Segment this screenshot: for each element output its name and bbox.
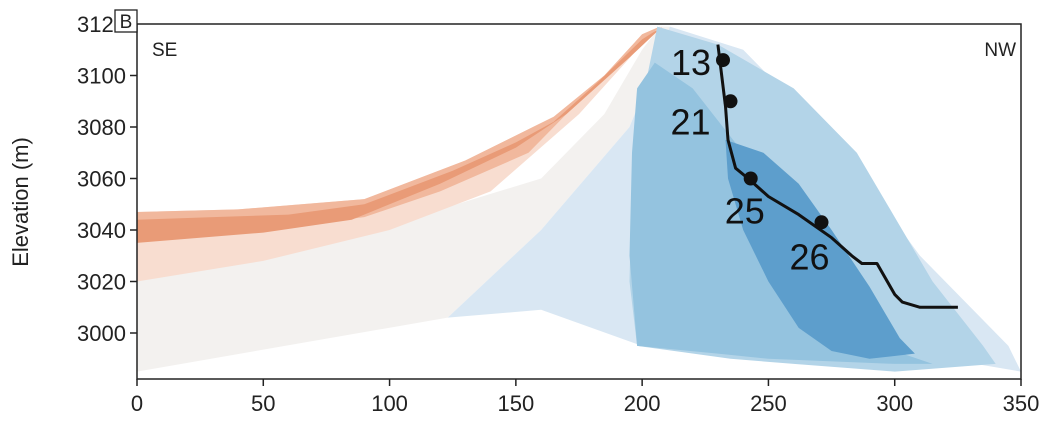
region-mid-blue <box>629 62 971 364</box>
sample-point-25 <box>743 171 758 186</box>
sample-point-label-25: 25 <box>725 191 765 232</box>
y-tick-label: 3020 <box>77 270 126 295</box>
region-very-light-grey <box>137 26 670 372</box>
cross-section-regions <box>137 26 1021 372</box>
x-tick-label: 350 <box>1003 391 1040 416</box>
y-tick-label: 3000 <box>77 321 126 346</box>
x-tick-label: 50 <box>251 391 275 416</box>
plot-frame <box>136 23 1022 380</box>
y-tick-label: 3060 <box>77 167 126 192</box>
corner-label-nw: NW <box>984 40 1016 61</box>
sample-point-21 <box>723 94 738 109</box>
x-axis: 0 50 100 150 200 250 300 350 <box>131 379 1039 416</box>
y-tick-label: 3080 <box>77 115 126 140</box>
x-tick-label: 0 <box>131 391 143 416</box>
x-tick-label: 100 <box>371 391 408 416</box>
x-tick-label: 250 <box>750 391 787 416</box>
corner-label-se: SE <box>152 40 177 61</box>
x-tick-label: 300 <box>876 391 913 416</box>
x-tick-label: 200 <box>624 391 661 416</box>
region-dark-blue <box>725 139 915 359</box>
sample-point-13 <box>716 53 730 68</box>
panel-label: B <box>120 12 133 33</box>
y-axis-title: Elevation (m) <box>8 137 33 267</box>
profile-line <box>716 44 958 309</box>
region-orange <box>137 26 663 243</box>
sample-points-layer: 13 21 25 26 <box>671 42 830 277</box>
sample-point-label-21: 21 <box>671 101 711 142</box>
y-tick-label: 3040 <box>77 218 126 243</box>
sample-point-26 <box>814 215 829 230</box>
sample-point-label-13: 13 <box>671 42 711 83</box>
sample-point-label-26: 26 <box>790 236 830 277</box>
panel-label-box: B <box>114 9 138 33</box>
x-tick-label: 150 <box>497 391 534 416</box>
profile-line-layer <box>716 44 958 309</box>
y-tick-label: 3100 <box>77 64 126 89</box>
